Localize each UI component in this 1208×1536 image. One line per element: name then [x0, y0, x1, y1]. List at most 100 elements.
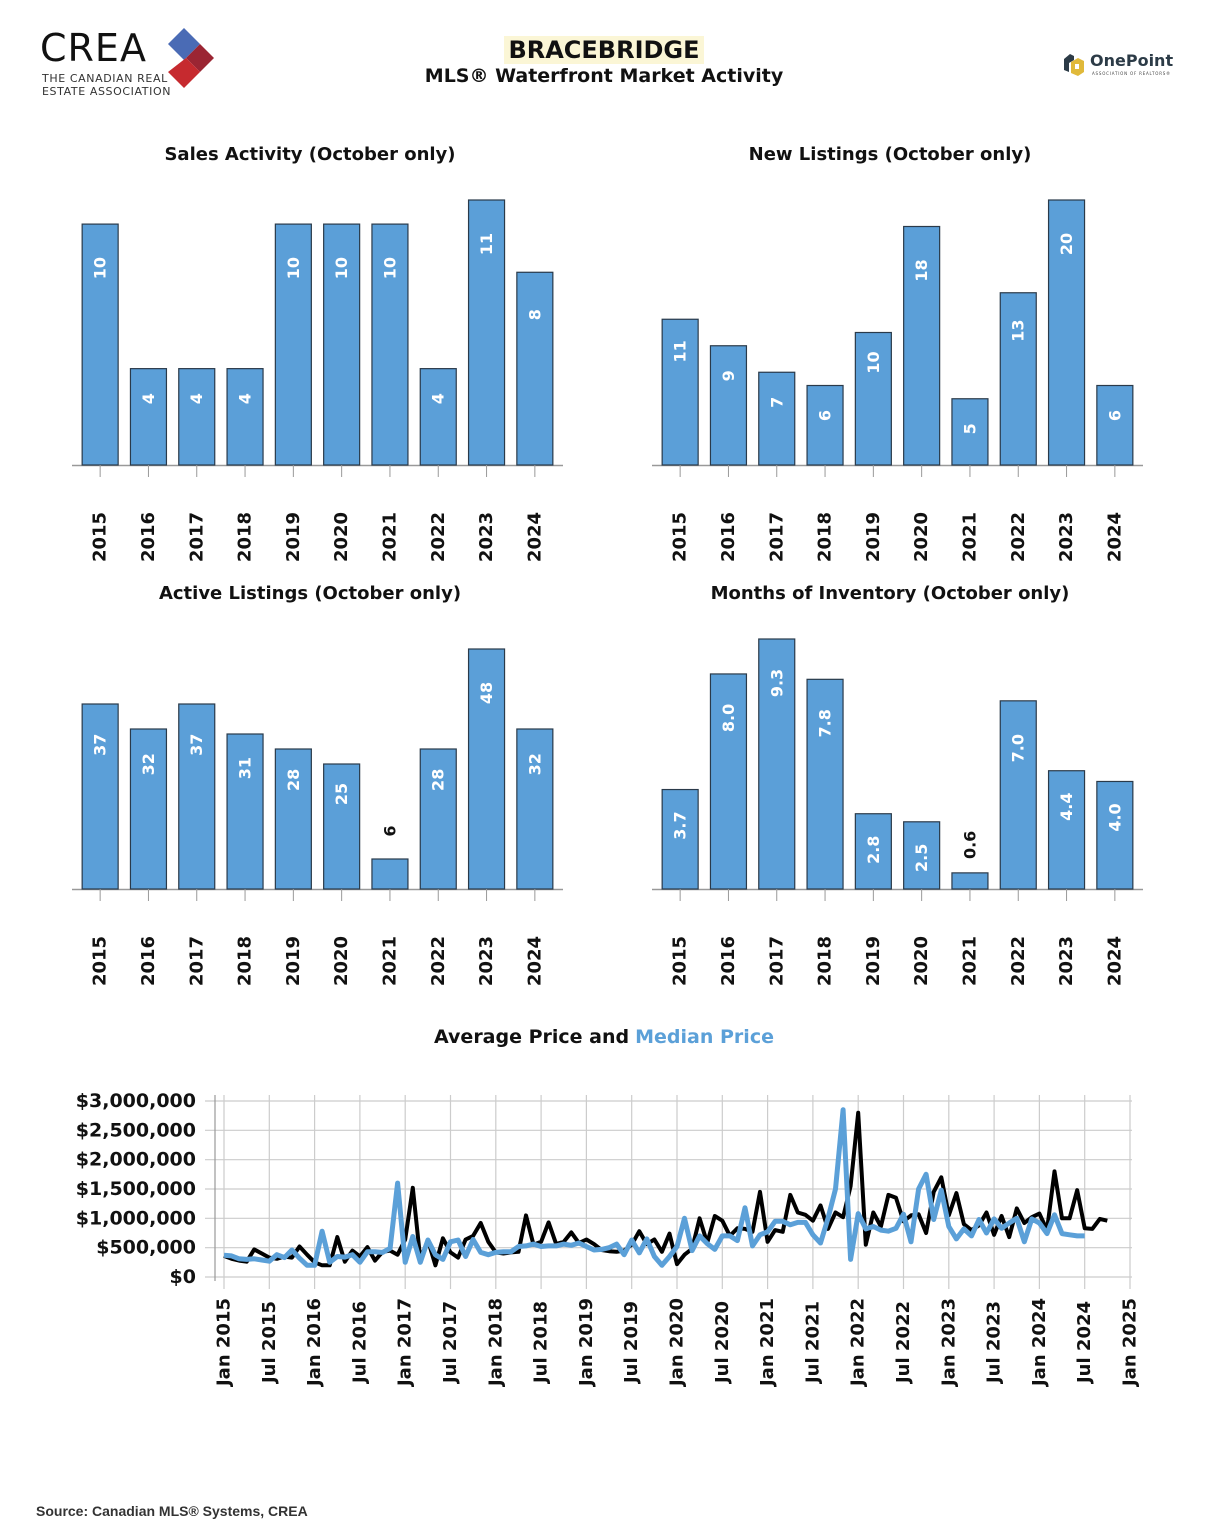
x-tick-label: Jan 2017 [395, 1298, 416, 1388]
price-line-chart: $0 $500,000 $1,000,000 $1,500,000 $2,000,000… [76, 1090, 1141, 1388]
months-of-inventory-value-label: 8.0 [719, 704, 738, 732]
x-tick-label: Jul 2017 [440, 1301, 461, 1385]
x-tick-label: Jul 2024 [1074, 1301, 1095, 1385]
x-tick-label: Jan 2016 [304, 1298, 325, 1388]
crea-subtitle-line-2: ESTATE ASSOCIATION [42, 85, 172, 98]
sales-activity-chart: 2015 10 2016 4 2017 4 2018 4 2019 10 2020 10 2021 10 2… [72, 199, 563, 562]
x-tick-label: Jan 2018 [485, 1298, 506, 1388]
sales-activity-value-label: 4 [429, 393, 448, 404]
active-listings-bar-2022 [419, 748, 457, 890]
sales-activity-bar-2018 [226, 368, 264, 466]
new-listings-category-label: 2017 [766, 512, 787, 562]
active-listings-category-label: 2019 [283, 936, 304, 986]
sales-activity-value-label: 11 [477, 233, 496, 255]
sales-activity-category-label: 2024 [524, 512, 545, 562]
new-listings-value-label: 18 [912, 259, 931, 281]
months-of-inventory-bar-2016 [709, 673, 748, 890]
new-listings-value-label: 10 [864, 351, 883, 373]
months-of-inventory-value-label: 9.3 [767, 669, 786, 697]
sales-activity-bar-2023 [467, 199, 506, 466]
months-of-inventory-value-label: 0.6 [960, 831, 979, 859]
y-tick-label: $3,000,000 [76, 1090, 196, 1112]
y-tick-label: $500,000 [96, 1237, 196, 1259]
sales-activity-bar-2024 [516, 271, 554, 466]
active-listings-bar-2016 [129, 728, 168, 890]
sales-activity-bar-2022 [419, 368, 457, 466]
active-listings-category-label: 2021 [379, 936, 400, 986]
x-tick-label: Jul 2016 [349, 1301, 370, 1385]
active-listings-value-label: 32 [139, 753, 158, 775]
active-listings-bar-2020 [323, 763, 361, 890]
sales-activity-value-label: 8 [525, 309, 544, 320]
new-listings-bar-2017 [758, 371, 796, 466]
y-tick-label: $1,500,000 [76, 1178, 196, 1200]
new-listings-bar-2023 [1047, 199, 1086, 466]
active-listings-value-label: 31 [236, 757, 255, 779]
months-of-inventory-value-label: 2.5 [912, 844, 931, 872]
new-listings-value-label: 5 [960, 423, 979, 434]
new-listings-title: New Listings (October only) [748, 144, 1032, 165]
months-of-inventory-value-label: 4.4 [1057, 793, 1076, 821]
new-listings-category-label: 2024 [1104, 512, 1125, 562]
onepoint-logo-text: OnePoint [1090, 51, 1174, 70]
active-listings-category-label: 2016 [138, 936, 159, 986]
months-of-inventory-category-label: 2018 [815, 936, 836, 986]
months-of-inventory-value-label: 2.8 [864, 836, 883, 864]
average-price-legend: Average Price and [434, 1026, 630, 1048]
sales-activity-value-label: 4 [236, 393, 255, 404]
sales-activity-bar-2017 [178, 368, 216, 466]
x-tick-label: Jul 2022 [893, 1301, 914, 1385]
months-of-inventory-bar-2023 [1047, 770, 1086, 890]
months-of-inventory-category-label: 2017 [766, 936, 787, 986]
new-listings-bar-2015 [661, 318, 699, 466]
x-tick-label: Jan 2023 [938, 1298, 959, 1388]
x-tick-label: Jul 2021 [802, 1301, 823, 1385]
sales-activity-bar-2020 [323, 223, 361, 466]
onepoint-logo-icon [1064, 54, 1084, 76]
crea-subtitle-line-1: THE CANADIAN REAL [42, 72, 168, 85]
active-listings-bar-2015 [81, 703, 119, 890]
sales-activity-category-label: 2021 [379, 512, 400, 562]
active-listings-value-label: 32 [525, 753, 544, 775]
new-listings-category-label: 2023 [1056, 512, 1077, 562]
months-of-inventory-category-label: 2024 [1104, 936, 1125, 986]
sales-activity-category-label: 2018 [235, 512, 256, 562]
crea-logo-text: CREA [40, 26, 147, 70]
report-header: BRACEBRIDGE MLS® Waterfront Market Activ… [0, 36, 1208, 87]
x-tick-label: Jan 2024 [1029, 1298, 1050, 1388]
new-listings-bar-2020 [903, 225, 941, 466]
onepoint-logo-subtitle: ASSOCIATION OF REALTORS® [1092, 71, 1171, 76]
sales-activity-bar-2019 [274, 223, 312, 466]
source-note: Source: Canadian MLS® Systems, CREA [36, 1503, 308, 1519]
months-of-inventory-category-label: 2022 [1008, 936, 1029, 986]
crea-diamond-logo-icon [168, 28, 214, 88]
active-listings-chart: 2015 37 2016 32 2017 37 2018 31 2019 28 2020 25 2021… [72, 648, 563, 986]
active-listings-bar-2017 [178, 703, 216, 890]
sales-activity-category-label: 2015 [90, 512, 111, 562]
x-tick-label: Jul 2018 [531, 1301, 552, 1385]
new-listings-bar-2018 [806, 384, 844, 466]
page-subtitle: MLS® Waterfront Market Activity [424, 65, 784, 87]
months-of-inventory-category-label: 2019 [863, 936, 884, 986]
page-title: BRACEBRIDGE [504, 36, 704, 64]
new-listings-bar-2022 [999, 292, 1037, 466]
active-listings-bar-2021 [371, 858, 409, 890]
sales-activity-bar-2021 [371, 223, 409, 466]
months-of-inventory-category-label: 2023 [1056, 936, 1077, 986]
new-listings-bar-2019 [854, 331, 892, 466]
bar-charts: 2015102016420174201842019102020102021102… [72, 199, 1143, 986]
sales-activity-value-label: 4 [139, 393, 158, 404]
active-listings-value-label: 48 [477, 682, 496, 704]
sales-activity-category-label: 2016 [138, 512, 159, 562]
new-listings-category-label: 2021 [959, 512, 980, 562]
sales-activity-title: Sales Activity (October only) [164, 144, 456, 165]
new-listings-value-label: 7 [767, 397, 786, 408]
new-listings-category-label: 2022 [1008, 512, 1029, 562]
months-of-inventory-bar-2019 [854, 813, 892, 890]
new-listings-chart: 2015 11 2016 9 2017 7 2018 6 2019 10 2020 18 2021 5 20… [652, 199, 1143, 562]
sales-activity-value-label: 10 [380, 257, 399, 279]
y-tick-label: $2,500,000 [76, 1119, 196, 1141]
sales-activity-category-label: 2020 [331, 512, 352, 562]
median-price-line [223, 1107, 1085, 1268]
new-listings-bar-2024 [1096, 384, 1134, 466]
